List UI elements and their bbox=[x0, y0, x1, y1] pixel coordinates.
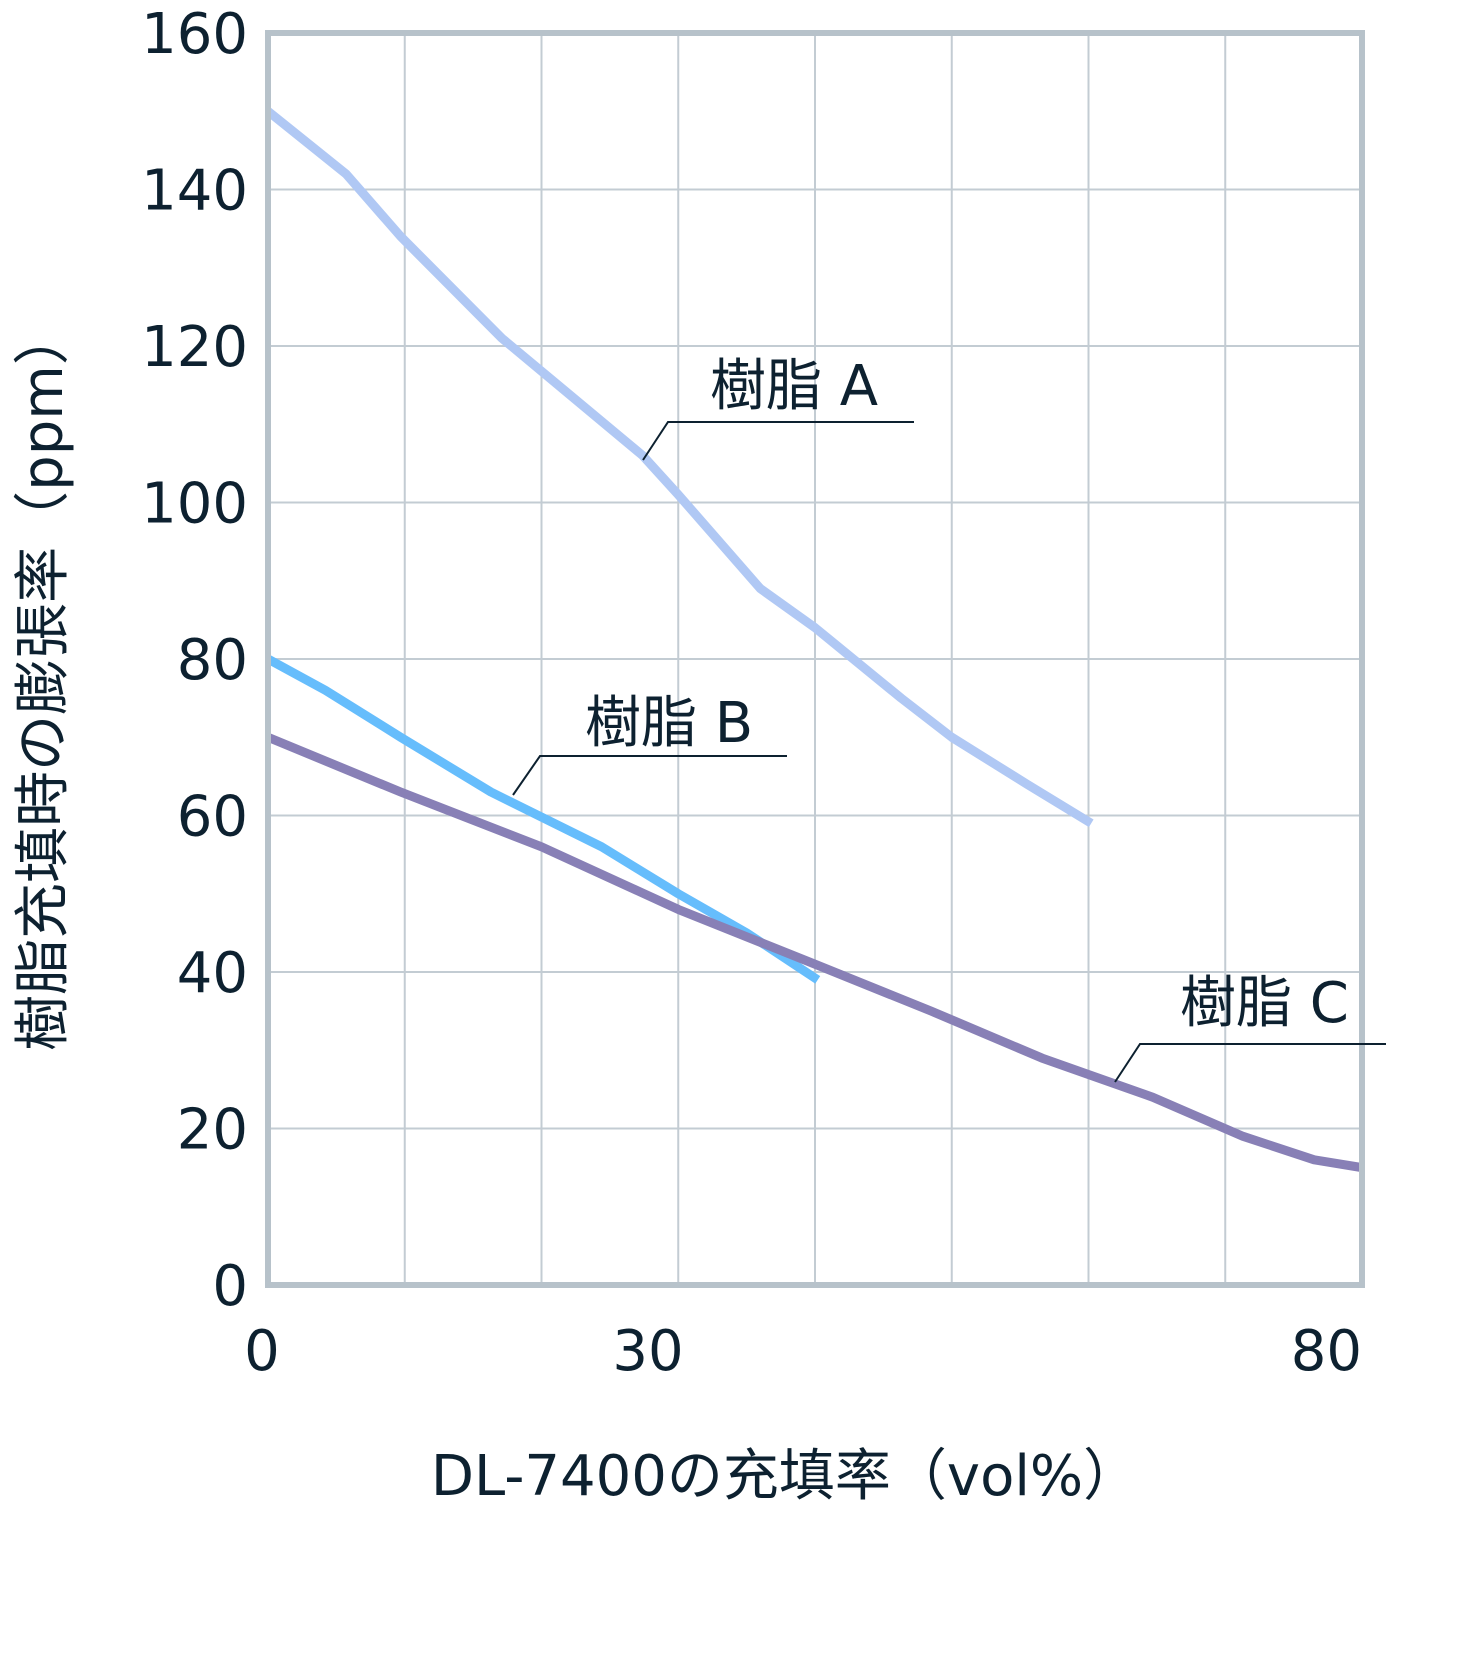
y-axis-title: 樹脂充填時の膨張率（ppm） bbox=[11, 309, 76, 1051]
x-tick-label: 80 bbox=[1291, 1319, 1362, 1384]
x-axis-title: DL-7400の充填率（vol%） bbox=[431, 1444, 1139, 1509]
leader-line-c bbox=[1114, 1043, 1386, 1083]
x-tick-label: 0 bbox=[244, 1319, 280, 1384]
label-c-text: 樹脂 C bbox=[1180, 971, 1349, 1036]
label-resin-a: 樹脂 A bbox=[642, 354, 914, 461]
y-tick-label: 100 bbox=[141, 472, 248, 537]
y-tick-label: 160 bbox=[141, 2, 248, 67]
x-tick-label: 30 bbox=[612, 1319, 683, 1384]
y-tick-label: 40 bbox=[177, 941, 248, 1006]
series-line-b bbox=[265, 655, 821, 984]
label-resin-c: 樹脂 C bbox=[1114, 971, 1386, 1083]
x-tick-labels: 0 30 80 bbox=[244, 1319, 1362, 1384]
y-tick-label: 120 bbox=[141, 315, 248, 380]
y-tick-labels: 0 20 40 60 80 100 120 140 160 bbox=[141, 2, 248, 1319]
series-lines bbox=[265, 107, 1363, 1173]
y-tick-label: 80 bbox=[177, 628, 248, 693]
label-resin-b: 樹脂 B bbox=[512, 691, 787, 796]
y-tick-label: 0 bbox=[212, 1254, 248, 1319]
grid-lines bbox=[268, 33, 1362, 1285]
leader-line-a bbox=[642, 421, 914, 461]
y-tick-label: 140 bbox=[141, 159, 248, 224]
y-tick-label: 60 bbox=[177, 785, 248, 850]
plot-frame bbox=[265, 30, 1365, 1288]
series-line-a bbox=[265, 107, 1094, 828]
label-b-text: 樹脂 B bbox=[585, 691, 753, 756]
leader-line-b bbox=[512, 755, 787, 796]
y-tick-label: 20 bbox=[177, 1098, 248, 1163]
series-line-c bbox=[266, 733, 1363, 1173]
label-a-text: 樹脂 A bbox=[710, 354, 878, 419]
